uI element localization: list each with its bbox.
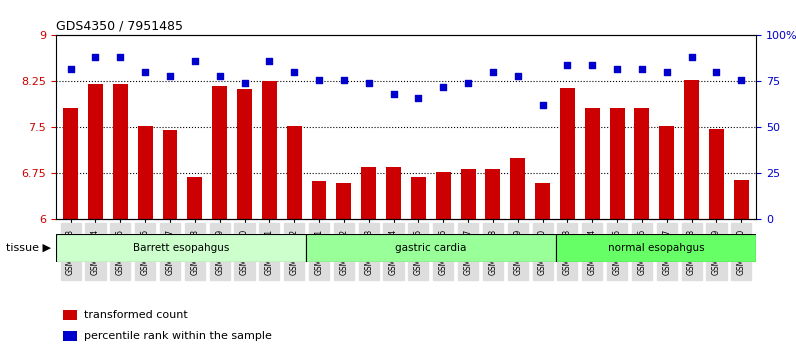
Bar [63, 108, 78, 219]
Point [462, 80, 474, 86]
Point [635, 66, 648, 72]
Point [139, 69, 151, 75]
Point [362, 80, 375, 86]
Bar [262, 81, 277, 219]
Point [685, 55, 698, 60]
Point [213, 73, 226, 79]
Point [64, 66, 77, 72]
Point [537, 103, 549, 108]
Text: Barrett esopahgus: Barrett esopahgus [133, 243, 229, 253]
Point [611, 66, 623, 72]
Bar [659, 126, 674, 219]
Bar [237, 89, 252, 219]
Point [437, 84, 450, 90]
Text: transformed count: transformed count [84, 310, 188, 320]
Bar [685, 80, 699, 219]
Point [561, 62, 574, 68]
Text: tissue ▶: tissue ▶ [6, 243, 51, 253]
Bar [560, 87, 575, 219]
Bar [610, 108, 625, 219]
Point [263, 58, 275, 64]
Bar [138, 126, 153, 219]
Point [189, 58, 201, 64]
Bar [113, 85, 127, 219]
Point [288, 69, 301, 75]
Bar [461, 169, 475, 219]
Bar [510, 158, 525, 219]
Text: percentile rank within the sample: percentile rank within the sample [84, 331, 271, 341]
Point [511, 73, 524, 79]
FancyBboxPatch shape [306, 234, 556, 262]
Point [661, 69, 673, 75]
Bar [88, 85, 103, 219]
Bar [435, 172, 451, 219]
Bar [386, 167, 401, 219]
Bar [411, 177, 426, 219]
Bar [709, 129, 724, 219]
Bar [63, 331, 76, 341]
Bar [535, 183, 550, 219]
Bar [63, 309, 76, 320]
Point [387, 91, 400, 97]
Point [114, 55, 127, 60]
Point [710, 69, 723, 75]
FancyBboxPatch shape [56, 234, 306, 262]
Point [338, 77, 350, 82]
FancyBboxPatch shape [556, 234, 756, 262]
Bar [187, 177, 202, 219]
Bar [486, 169, 501, 219]
Bar [287, 126, 302, 219]
Point [412, 95, 425, 101]
Bar [311, 182, 326, 219]
Bar [213, 86, 227, 219]
Point [586, 62, 599, 68]
Point [89, 55, 102, 60]
Point [164, 73, 177, 79]
Bar [634, 108, 650, 219]
Point [735, 77, 747, 82]
Text: GDS4350 / 7951485: GDS4350 / 7951485 [56, 20, 183, 33]
Bar [162, 130, 178, 219]
Text: gastric cardia: gastric cardia [396, 243, 466, 253]
Point [313, 77, 326, 82]
Bar [585, 108, 599, 219]
Point [486, 69, 499, 75]
Bar [734, 179, 749, 219]
Bar [337, 183, 351, 219]
Bar [361, 167, 377, 219]
Point [238, 80, 251, 86]
Text: normal esopahgus: normal esopahgus [608, 243, 704, 253]
